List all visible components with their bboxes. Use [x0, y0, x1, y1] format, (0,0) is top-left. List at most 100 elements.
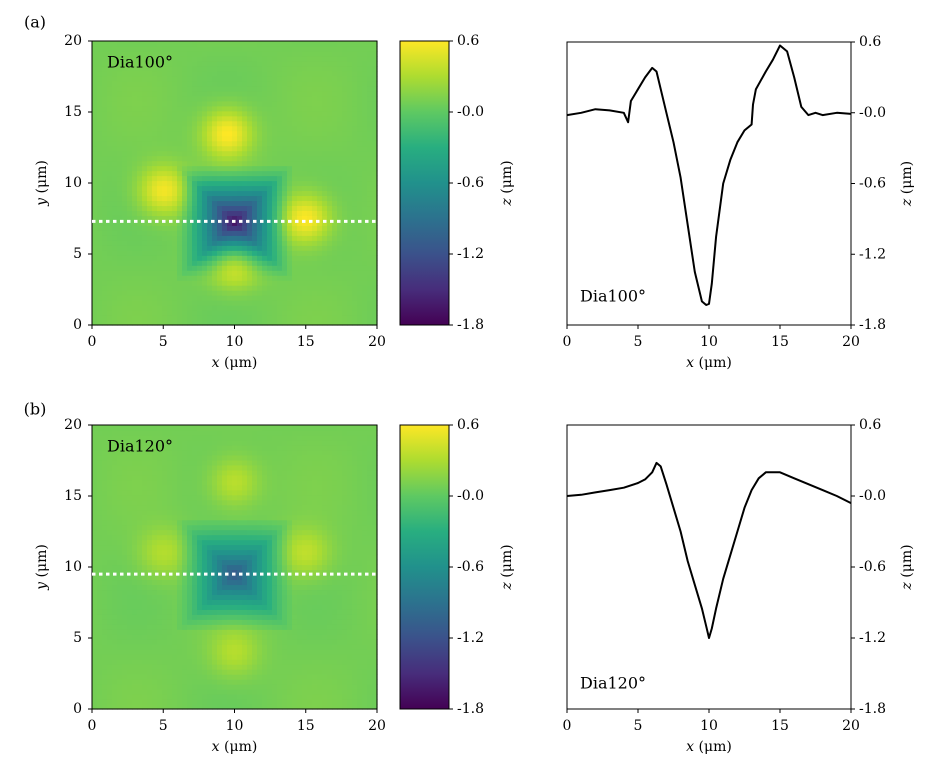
heatmap-cell	[347, 130, 353, 137]
heatmap-cell	[312, 220, 318, 226]
heatmap-cell	[202, 105, 208, 112]
heatmap-cell	[102, 509, 108, 516]
heatmap-cell	[232, 85, 238, 92]
heatmap-cell	[107, 60, 113, 67]
heatmap-cell	[312, 225, 318, 231]
heatmap-cell	[127, 170, 133, 177]
heatmap-cell	[327, 230, 333, 236]
heatmap-cell	[337, 255, 343, 261]
heatmap-cell	[102, 434, 108, 441]
heatmap-cell	[277, 160, 283, 167]
heatmap-cell	[277, 115, 283, 122]
heatmap-cell	[217, 674, 223, 680]
heatmap-cell	[112, 614, 118, 620]
heatmap-cell	[372, 190, 378, 197]
heatmap-cell	[137, 609, 143, 615]
heatmap-cell	[237, 75, 243, 82]
heatmap-cell	[127, 255, 133, 261]
heatmap-cell	[107, 584, 113, 591]
heatmap-cell	[92, 669, 98, 675]
heatmap-cell	[222, 459, 228, 466]
heatmap-cell	[207, 574, 213, 581]
heatmap-cell	[92, 115, 98, 122]
heatmap-cell	[217, 125, 223, 132]
heatmap-cell	[212, 220, 218, 226]
heatmap-cell	[197, 464, 203, 471]
heatmap-cell	[187, 295, 193, 301]
heatmap-cell	[137, 140, 143, 147]
heatmap-cell	[137, 145, 143, 152]
heatmap-cell	[142, 564, 148, 571]
heatmap-cell	[302, 245, 308, 251]
heatmap-cell	[187, 65, 193, 72]
heatmap-cell	[97, 484, 103, 491]
heatmap-cell	[217, 629, 223, 635]
heatmap-cell	[282, 260, 288, 266]
heatmap-cell	[167, 250, 173, 256]
heatmap-cell	[307, 300, 313, 306]
heatmap-cell	[137, 80, 143, 87]
heatmap-cell	[232, 524, 238, 531]
heatmap-cell	[97, 644, 103, 650]
heatmap-cell	[177, 609, 183, 615]
heatmap-cell	[287, 45, 293, 52]
heatmap-cell	[217, 155, 223, 162]
heatmap-cell	[237, 270, 243, 276]
heatmap-cell	[157, 674, 163, 680]
heatmap-cell	[142, 190, 148, 197]
heatmap-cell	[97, 135, 103, 142]
heatmap-cell	[352, 285, 358, 291]
heatmap-cell	[102, 295, 108, 301]
heatmap-cell	[362, 125, 368, 132]
heatmap-cell	[132, 439, 138, 446]
heatmap-cell	[152, 50, 158, 57]
heatmap-cell	[132, 684, 138, 690]
heatmap-cell	[337, 135, 343, 142]
heatmap-cell	[97, 210, 103, 216]
heatmap-cell	[97, 75, 103, 82]
heatmap-cell	[202, 135, 208, 142]
heatmap-cell	[192, 195, 198, 202]
heatmap-cell	[257, 275, 263, 281]
heatmap-cell	[332, 190, 338, 197]
heatmap-cell	[282, 165, 288, 172]
heatmap-cell	[207, 659, 213, 665]
heatmap-cell	[247, 75, 253, 82]
heatmap-cell	[347, 80, 353, 87]
heatmap-cell	[172, 524, 178, 531]
heatmap-cell	[212, 644, 218, 650]
heatmap-cell	[182, 220, 188, 226]
heatmap-cell	[312, 320, 318, 326]
heatmap-cell	[287, 50, 293, 57]
heatmap-cell	[112, 519, 118, 526]
heatmap-cell	[367, 75, 373, 82]
heatmap-cell	[217, 489, 223, 496]
heatmap-cell	[102, 165, 108, 172]
heatmap-cell	[312, 215, 318, 221]
heatmap-cell	[117, 190, 123, 197]
heatmap-cell	[137, 499, 143, 506]
heatmap-cell	[162, 489, 168, 496]
x-tick-label: 0	[88, 334, 97, 350]
heatmap-cell	[362, 145, 368, 152]
heatmap-cell	[317, 80, 323, 87]
heatmap-cell	[302, 260, 308, 266]
heatmap-cell	[132, 519, 138, 526]
heatmap-cell	[212, 564, 218, 571]
heatmap-cell	[132, 130, 138, 137]
heatmap-cell	[102, 604, 108, 610]
heatmap-cell	[327, 305, 333, 311]
heatmap-cell	[277, 110, 283, 117]
heatmap-cell	[197, 245, 203, 251]
heatmap-cell	[107, 479, 113, 486]
heatmap-cell	[292, 50, 298, 57]
heatmap-cell	[162, 265, 168, 271]
heatmap-cell	[222, 270, 228, 276]
heatmap-cell	[157, 449, 163, 456]
heatmap-cell	[262, 280, 268, 286]
heatmap-cell	[217, 574, 223, 581]
heatmap-cell	[372, 160, 378, 167]
heatmap-cell	[227, 444, 233, 451]
heatmap-cell	[287, 90, 293, 97]
heatmap-cell	[212, 165, 218, 172]
